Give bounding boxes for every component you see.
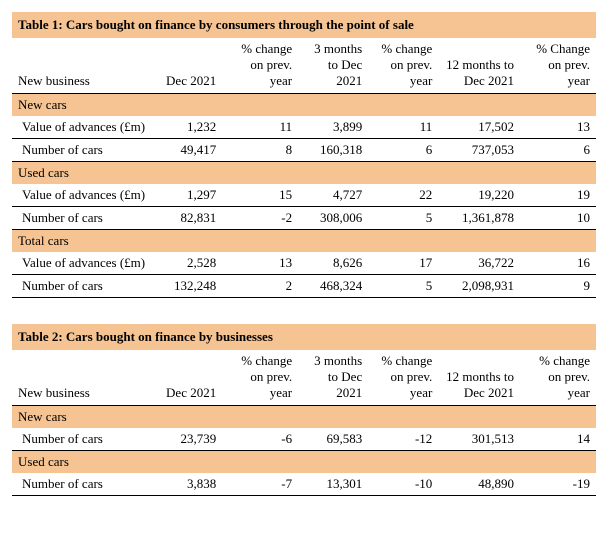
section-label: New cars [12, 406, 596, 429]
cell-m3: 3,899 [298, 116, 368, 139]
column-header: 12 months to Dec 2021 [438, 350, 520, 406]
cell-pct3: -19 [520, 473, 596, 496]
cell-dec21: 82,831 [152, 207, 222, 230]
column-header: % change on prev. year [520, 350, 596, 406]
cell-pct2: -12 [368, 428, 438, 451]
tables-container: Table 1: Cars bought on finance by consu… [12, 12, 596, 496]
column-header: 3 months to Dec 2021 [298, 38, 368, 94]
column-header: % Change on prev. year [520, 38, 596, 94]
cell-m12: 2,098,931 [438, 275, 520, 298]
cell-label: Value of advances (£m) [12, 184, 152, 207]
data-table: Table 2: Cars bought on finance by busin… [12, 324, 596, 496]
table-title: Table 2: Cars bought on finance by busin… [12, 324, 596, 350]
data-table: Table 1: Cars bought on finance by consu… [12, 12, 596, 298]
table-title-row: Table 2: Cars bought on finance by busin… [12, 324, 596, 350]
cell-pct1: -6 [222, 428, 298, 451]
cell-pct1: 2 [222, 275, 298, 298]
table-2: Table 2: Cars bought on finance by busin… [12, 324, 596, 496]
column-header: Dec 2021 [152, 38, 222, 94]
column-header: New business [12, 38, 152, 94]
cell-m3: 8,626 [298, 252, 368, 275]
table-row: Number of cars49,4178160,3186737,0536 [12, 139, 596, 162]
cell-pct3: 10 [520, 207, 596, 230]
table-row: Number of cars23,739-669,583-12301,51314 [12, 428, 596, 451]
column-header: % change on prev. year [368, 38, 438, 94]
cell-pct1: 13 [222, 252, 298, 275]
cell-dec21: 132,248 [152, 275, 222, 298]
cell-pct3: 14 [520, 428, 596, 451]
cell-m12: 19,220 [438, 184, 520, 207]
cell-m12: 1,361,878 [438, 207, 520, 230]
cell-pct1: -7 [222, 473, 298, 496]
cell-m3: 13,301 [298, 473, 368, 496]
section-row: Used cars [12, 451, 596, 474]
cell-pct3: 13 [520, 116, 596, 139]
cell-pct1: 8 [222, 139, 298, 162]
cell-pct3: 19 [520, 184, 596, 207]
cell-pct1: -2 [222, 207, 298, 230]
section-row: Used cars [12, 162, 596, 185]
cell-m12: 737,053 [438, 139, 520, 162]
table-title-row: Table 1: Cars bought on finance by consu… [12, 12, 596, 38]
table-row: Value of advances (£m)1,232113,8991117,5… [12, 116, 596, 139]
cell-pct1: 15 [222, 184, 298, 207]
cell-dec21: 49,417 [152, 139, 222, 162]
section-label: Used cars [12, 451, 596, 474]
table-header-row: New businessDec 2021% change on prev. ye… [12, 350, 596, 406]
cell-label: Number of cars [12, 139, 152, 162]
cell-dec21: 1,297 [152, 184, 222, 207]
table-row: Value of advances (£m)1,297154,7272219,2… [12, 184, 596, 207]
cell-pct2: 5 [368, 207, 438, 230]
cell-pct1: 11 [222, 116, 298, 139]
cell-m3: 160,318 [298, 139, 368, 162]
cell-dec21: 1,232 [152, 116, 222, 139]
cell-label: Value of advances (£m) [12, 252, 152, 275]
cell-m12: 17,502 [438, 116, 520, 139]
cell-pct2: 6 [368, 139, 438, 162]
cell-m12: 301,513 [438, 428, 520, 451]
cell-pct3: 6 [520, 139, 596, 162]
table-row: Number of cars82,831-2308,00651,361,8781… [12, 207, 596, 230]
section-row: Total cars [12, 230, 596, 253]
column-header: New business [12, 350, 152, 406]
cell-dec21: 23,739 [152, 428, 222, 451]
section-label: New cars [12, 94, 596, 117]
table-row: Number of cars3,838-713,301-1048,890-19 [12, 473, 596, 496]
cell-label: Number of cars [12, 473, 152, 496]
cell-label: Number of cars [12, 275, 152, 298]
column-header: 12 months to Dec 2021 [438, 38, 520, 94]
cell-pct2: -10 [368, 473, 438, 496]
cell-label: Number of cars [12, 428, 152, 451]
cell-pct2: 22 [368, 184, 438, 207]
section-label: Used cars [12, 162, 596, 185]
cell-m12: 48,890 [438, 473, 520, 496]
cell-m3: 4,727 [298, 184, 368, 207]
cell-label: Value of advances (£m) [12, 116, 152, 139]
cell-m3: 69,583 [298, 428, 368, 451]
table-row: Number of cars132,2482468,32452,098,9319 [12, 275, 596, 298]
cell-pct2: 11 [368, 116, 438, 139]
section-row: New cars [12, 94, 596, 117]
cell-pct2: 5 [368, 275, 438, 298]
cell-m12: 36,722 [438, 252, 520, 275]
section-row: New cars [12, 406, 596, 429]
table-1: Table 1: Cars bought on finance by consu… [12, 12, 596, 298]
cell-m3: 468,324 [298, 275, 368, 298]
column-header: % change on prev. year [222, 38, 298, 94]
table-header-row: New businessDec 2021% change on prev. ye… [12, 38, 596, 94]
column-header: Dec 2021 [152, 350, 222, 406]
cell-pct2: 17 [368, 252, 438, 275]
cell-dec21: 2,528 [152, 252, 222, 275]
column-header: % change on prev. year [368, 350, 438, 406]
table-title: Table 1: Cars bought on finance by consu… [12, 12, 596, 38]
column-header: % change on prev. year [222, 350, 298, 406]
cell-pct3: 16 [520, 252, 596, 275]
cell-dec21: 3,838 [152, 473, 222, 496]
table-row: Value of advances (£m)2,528138,6261736,7… [12, 252, 596, 275]
section-label: Total cars [12, 230, 596, 253]
cell-label: Number of cars [12, 207, 152, 230]
cell-m3: 308,006 [298, 207, 368, 230]
cell-pct3: 9 [520, 275, 596, 298]
column-header: 3 months to Dec 2021 [298, 350, 368, 406]
